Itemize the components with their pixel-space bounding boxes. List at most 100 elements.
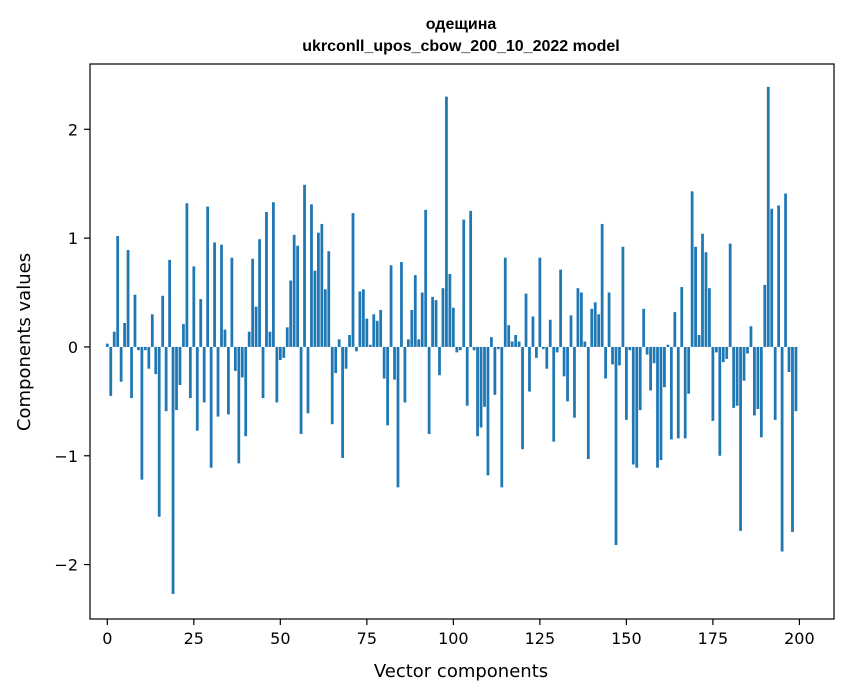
bar-component-170: [694, 246, 697, 347]
bar-component-198: [791, 346, 794, 532]
bar-component-63: [323, 289, 327, 347]
bar-component-78: [375, 320, 379, 347]
bar-component-159: [656, 346, 659, 468]
bar-component-25: [192, 266, 196, 347]
bar-component-74: [361, 289, 365, 347]
x-tick-label: 200: [784, 629, 815, 648]
y-tick-label: 0: [68, 338, 78, 357]
bar-component-191: [766, 86, 770, 347]
bar-component-102: [458, 346, 462, 351]
bar-component-135: [573, 346, 576, 418]
x-tick-label: 25: [184, 629, 204, 648]
y-tick-label: −2: [54, 556, 78, 575]
bar-component-60: [313, 270, 317, 347]
bar-component-166: [680, 287, 684, 347]
chart-subtitle: ukrconll_upos_cbow_200_10_2022 model: [302, 38, 619, 55]
bar-component-106: [472, 346, 476, 351]
bar-component-75: [365, 318, 369, 347]
y-axis-ticks: −2 −1 0 1 2: [54, 120, 90, 575]
bar-component-8: [133, 294, 137, 347]
bar-component-100: [451, 307, 455, 347]
x-tick-label: 175: [698, 629, 729, 648]
bar-component-47: [268, 331, 272, 347]
bar-component-5: [123, 323, 126, 347]
bar-component-141: [593, 302, 597, 347]
bar-component-181: [732, 346, 736, 408]
y-axis-label: Components values: [14, 253, 35, 431]
x-tick-label: 125: [525, 629, 556, 648]
y-tick-label: −1: [54, 447, 78, 466]
bar-component-150: [624, 346, 628, 420]
bar-component-24: [188, 346, 192, 399]
bar-component-87: [406, 339, 410, 347]
bar-component-189: [759, 346, 763, 438]
bar-component-20: [175, 346, 178, 411]
bar-component-82: [389, 265, 393, 347]
bar-component-13: [150, 314, 154, 347]
y-tick-label: 2: [68, 120, 78, 139]
bar-component-50: [278, 346, 282, 360]
bar-component-120: [521, 346, 524, 450]
x-tick-label: 75: [357, 629, 377, 648]
y-tick-label: 1: [68, 229, 78, 248]
bar-component-162: [666, 344, 670, 347]
x-tick-label: 0: [102, 629, 112, 648]
bar-component-18: [168, 259, 171, 347]
bar-component-124: [535, 346, 538, 358]
bar-component-119: [517, 341, 521, 347]
bar-component-45: [261, 346, 265, 399]
bar-component-144: [604, 346, 607, 379]
bar-component-131: [559, 269, 563, 347]
bar-component-17: [164, 346, 168, 412]
bar-component-114: [500, 346, 504, 488]
bar-component-184: [742, 346, 746, 381]
bar-component-152: [631, 346, 635, 465]
x-tick-label: 50: [270, 629, 290, 648]
bar-component-79: [379, 309, 383, 347]
bar-component-28: [202, 346, 206, 403]
x-axis-label: Vector components: [374, 661, 548, 682]
bar-component-83: [393, 346, 396, 380]
bar-component-89: [413, 275, 417, 347]
bar-component-32: [216, 346, 220, 417]
bar-component-2: [112, 331, 116, 347]
bar-component-38: [237, 346, 241, 464]
bar-component-195: [780, 346, 784, 552]
bar-component-48: [272, 202, 275, 347]
bar-component-108: [479, 346, 483, 428]
bar-component-15: [157, 346, 161, 517]
bar-component-134: [569, 315, 573, 347]
bar-component-176: [714, 346, 718, 353]
bar-component-139: [586, 346, 590, 460]
bar-component-72: [355, 346, 358, 352]
bar-component-97: [441, 288, 445, 347]
bar-component-31: [213, 242, 216, 347]
bar-component-173: [704, 252, 708, 347]
bar-component-76: [368, 344, 372, 347]
bar-component-187: [753, 346, 756, 416]
bar-component-77: [372, 314, 376, 347]
bar-component-22: [182, 324, 185, 347]
bar-component-86: [403, 346, 407, 403]
bar-component-151: [628, 346, 632, 351]
bar-component-46: [265, 212, 268, 347]
bar-component-49: [275, 346, 279, 403]
bar-component-130: [555, 346, 559, 353]
bar-component-125: [538, 257, 542, 347]
bar-component-53: [289, 280, 293, 347]
bar-component-154: [638, 346, 642, 411]
bar-series: [105, 86, 798, 594]
bar-component-54: [292, 234, 296, 347]
bar-component-158: [652, 346, 656, 364]
bar-component-1: [109, 346, 113, 396]
bar-component-186: [749, 326, 753, 347]
bar-component-169: [690, 191, 694, 347]
bar-component-61: [317, 232, 320, 347]
x-tick-label: 150: [611, 629, 642, 648]
bar-component-188: [756, 346, 760, 409]
bar-component-163: [669, 346, 673, 440]
bar-component-43: [254, 306, 258, 347]
bar-component-42: [251, 258, 255, 347]
